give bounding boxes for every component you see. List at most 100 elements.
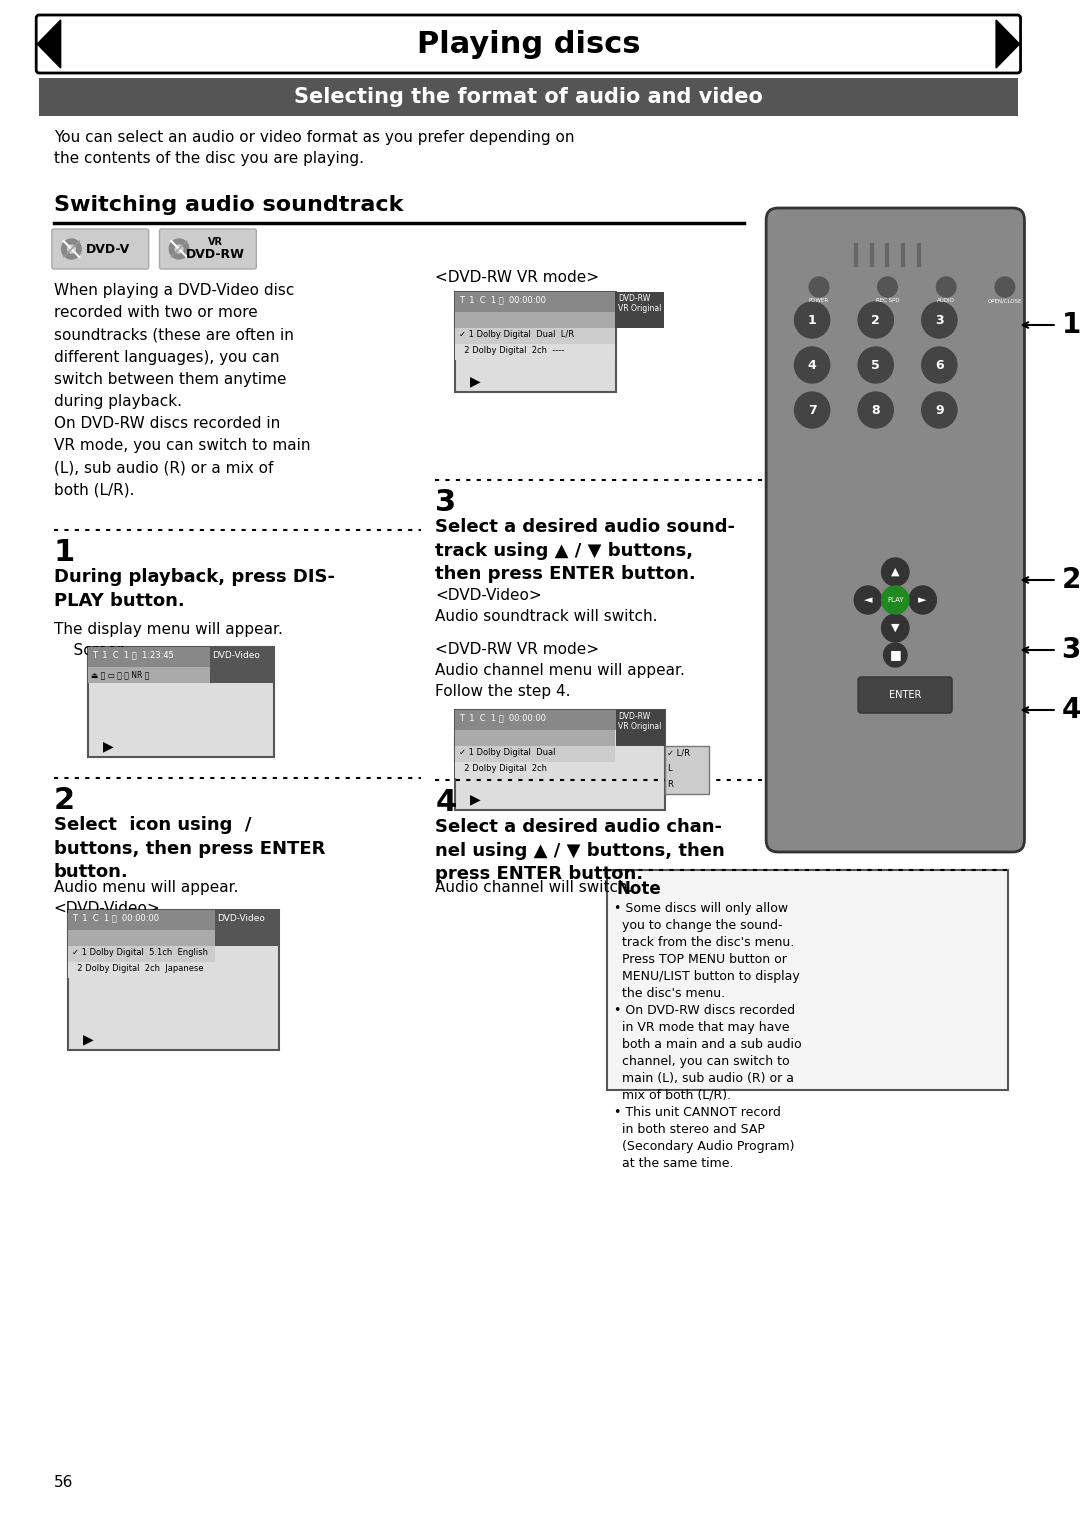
Bar [455,291,617,392]
Bar [455,746,616,761]
Circle shape [175,246,183,253]
Text: ✓ 1 Dolby Digital  5.1ch  English: ✓ 1 Dolby Digital 5.1ch English [72,948,208,957]
Circle shape [859,392,893,427]
Text: <DVD-RW VR mode>
Audio channel menu will appear.
Follow the step 4.: <DVD-RW VR mode> Audio channel menu will… [435,642,686,699]
Circle shape [921,392,957,427]
Text: T  1  C  1 ⏱  00:00:00: T 1 C 1 ⏱ 00:00:00 [459,295,545,304]
Text: • Some discs will only allow
  you to change the sound-
  track from the disc's : • Some discs will only allow you to chan… [615,902,802,1170]
Circle shape [881,613,909,642]
Polygon shape [996,20,1020,69]
Text: DVD-Video: DVD-Video [213,652,260,661]
Bar [455,710,665,729]
Text: Select a desired audio sound-
track using ▲ / ▼ buttons,
then press ENTER button: Select a desired audio sound- track usin… [435,517,735,583]
Text: When playing a DVD-Video disc
recorded with two or more
soundtracks (these are o: When playing a DVD-Video disc recorded w… [54,282,310,497]
Bar [616,291,664,328]
Text: L: L [667,765,672,774]
Text: 5: 5 [872,359,880,371]
FancyBboxPatch shape [766,208,1025,852]
Text: 2: 2 [54,786,75,815]
Circle shape [921,302,957,337]
Circle shape [936,278,956,298]
Text: 1: 1 [1062,311,1080,339]
Bar [455,291,617,311]
Text: ▶: ▶ [470,374,481,388]
Text: DVD-RW
VR Original: DVD-RW VR Original [619,295,662,313]
Bar [607,870,1008,1090]
Text: DVD-RW: DVD-RW [186,249,245,261]
Circle shape [170,240,189,259]
Circle shape [68,246,76,253]
Text: <DVD-Video>
Audio soundtrack will switch.: <DVD-Video> Audio soundtrack will switch… [435,588,658,624]
Text: Select  icon using  /
buttons, then press ENTER
button.: Select icon using / buttons, then press … [54,816,325,881]
Text: DVD-V: DVD-V [85,243,130,255]
Text: DVD-Video: DVD-Video [217,914,265,923]
Polygon shape [37,20,60,69]
Bar [89,647,274,667]
Circle shape [809,278,828,298]
Bar [68,929,215,946]
Text: <DVD-RW VR mode>: <DVD-RW VR mode> [435,270,599,285]
Text: ▶: ▶ [83,1032,94,1045]
Circle shape [854,586,881,613]
Circle shape [62,240,81,259]
Text: ■: ■ [890,649,901,661]
Text: 2 Dolby Digital  2ch  Japanese: 2 Dolby Digital 2ch Japanese [72,964,204,974]
Text: Switching audio soundtrack: Switching audio soundtrack [54,195,403,215]
Text: 56: 56 [54,1476,73,1489]
Text: 9: 9 [935,403,944,417]
Text: PLAY: PLAY [887,597,904,603]
Text: REC SPD: REC SPD [876,298,900,304]
Bar [455,729,616,746]
Text: POWER: POWER [809,298,829,304]
Text: Note: Note [617,881,661,897]
Text: You can select an audio or video format as you prefer depending on
the contents : You can select an audio or video format … [54,130,575,166]
Text: ▼: ▼ [891,623,900,633]
Bar [68,961,215,978]
Text: The display menu will appear.
    Screen:: The display menu will appear. Screen: [54,623,283,658]
Bar [617,710,665,746]
Circle shape [795,302,829,337]
FancyBboxPatch shape [859,678,953,713]
Circle shape [795,346,829,383]
Text: AUDIO: AUDIO [937,298,955,304]
Text: 4: 4 [435,787,457,816]
Text: T  1  C  1 ⏱  00:00:00: T 1 C 1 ⏱ 00:00:00 [459,713,545,722]
Bar [665,746,710,794]
Text: ◄: ◄ [864,595,873,604]
Text: 3: 3 [435,488,457,517]
Text: 8: 8 [872,403,880,417]
Text: 3: 3 [935,313,944,327]
Text: 6: 6 [935,359,944,371]
Text: 1: 1 [808,313,816,327]
Circle shape [881,586,909,613]
Circle shape [859,302,893,337]
Bar [68,909,279,929]
Text: 4: 4 [808,359,816,371]
Bar [455,343,616,360]
Circle shape [909,586,936,613]
Circle shape [995,278,1015,298]
Text: Select a desired audio chan-
nel using ▲ / ▼ buttons, then
press ENTER button.: Select a desired audio chan- nel using ▲… [435,818,725,884]
Text: OPEN/CLOSE: OPEN/CLOSE [987,298,1022,304]
Bar [455,710,665,810]
Bar [455,328,616,343]
Text: ▶: ▶ [470,792,481,806]
Text: ENTER: ENTER [889,690,921,700]
Text: Playing discs: Playing discs [417,29,640,58]
Text: R: R [667,780,673,789]
Bar [211,647,274,684]
Bar [89,647,274,757]
Text: 2 Dolby Digital  2ch: 2 Dolby Digital 2ch [459,765,546,774]
Text: ▶: ▶ [103,739,113,752]
Bar [68,909,279,1050]
Text: ►: ► [918,595,927,604]
Text: Audio menu will appear.
<DVD-Video>: Audio menu will appear. <DVD-Video> [54,881,239,916]
Text: 3: 3 [1062,636,1080,664]
Text: During playback, press DIS-
PLAY button.: During playback, press DIS- PLAY button. [54,568,335,609]
Circle shape [878,278,897,298]
Text: ▲: ▲ [891,568,900,577]
FancyBboxPatch shape [160,229,256,269]
Text: 2 Dolby Digital  2ch  ----: 2 Dolby Digital 2ch ---- [459,346,564,356]
Text: 4: 4 [1062,696,1080,723]
Circle shape [859,346,893,383]
